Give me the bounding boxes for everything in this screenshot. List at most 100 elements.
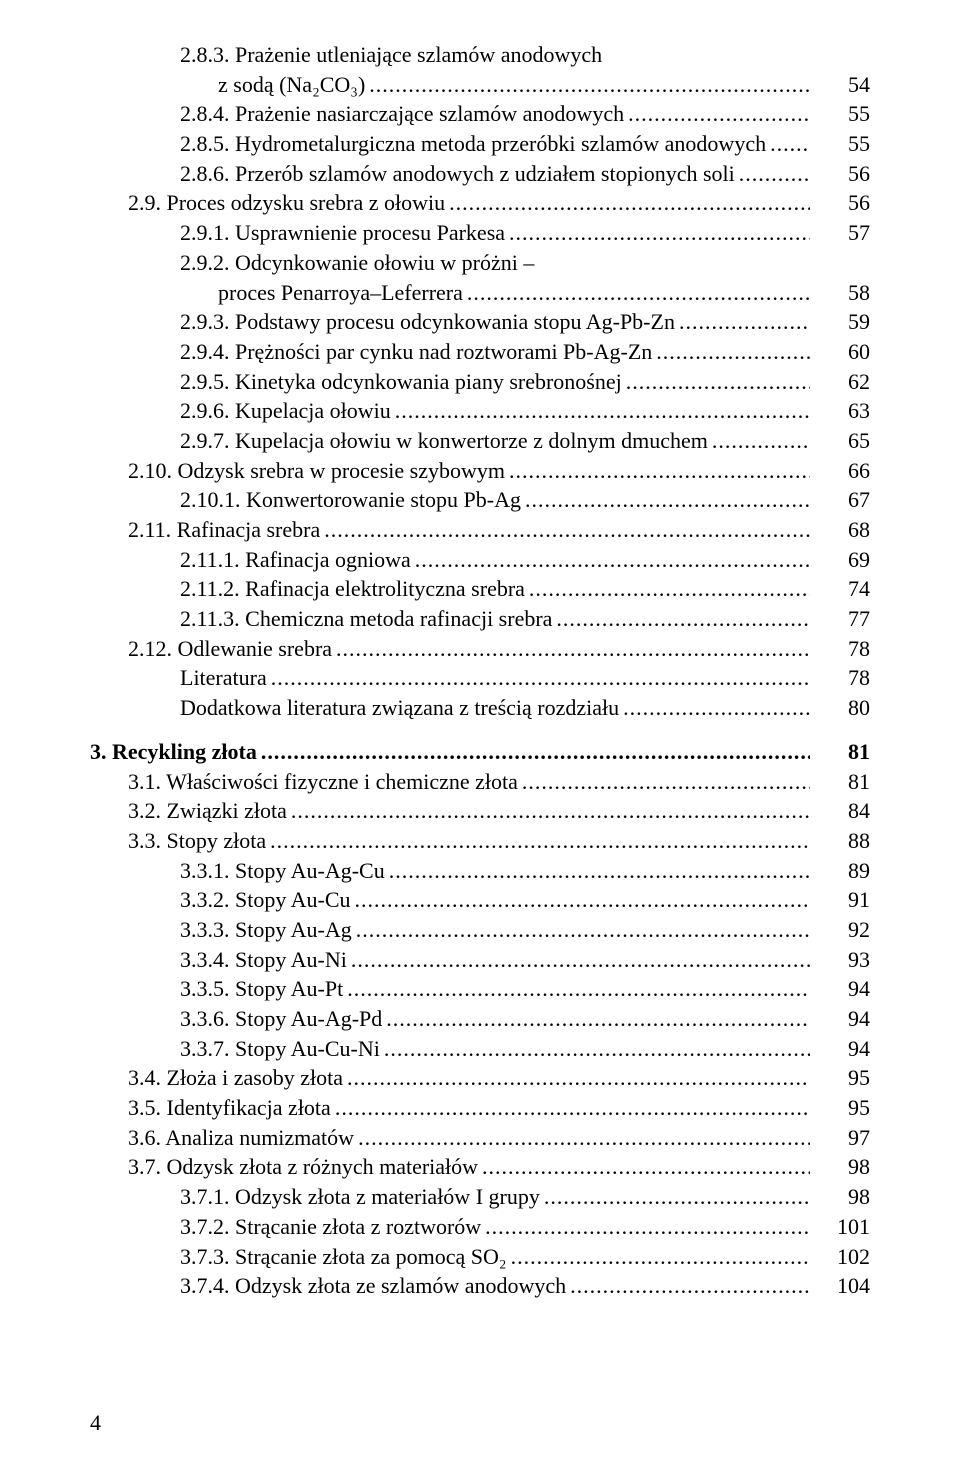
toc-entry-page: 97 xyxy=(814,1123,870,1153)
toc-entry-label: 3.7. Odzysk złota z różnych materiałów xyxy=(128,1152,478,1182)
toc-entry-label: 2.9.5. Kinetyka odcynkowania piany srebr… xyxy=(180,367,622,397)
toc-entry-label: 3.3.2. Stopy Au-Cu xyxy=(180,885,351,915)
toc-entry-label: 3.4. Złoża i zasoby złota xyxy=(128,1063,343,1093)
toc-page: 2.8.3. Prażenie utleniające szlamów anod… xyxy=(0,0,960,1472)
toc-entry-label: 3. Recykling złota xyxy=(90,737,257,767)
toc-leader-dots xyxy=(389,856,810,886)
toc-entry: 3.7.1. Odzysk złota z materiałów I grupy… xyxy=(90,1182,870,1212)
toc-entry-label: 3.5. Identyfikacja złota xyxy=(128,1093,331,1123)
toc-entry-label: 3.2. Związki złota xyxy=(128,796,287,826)
toc-entry-label: Literatura xyxy=(180,663,267,693)
toc-leader-dots xyxy=(679,307,810,337)
toc-leader-dots xyxy=(467,278,810,308)
toc-entry-label: 3.3. Stopy złota xyxy=(128,826,266,856)
toc-entry-label: 2.9.3. Podstawy procesu odcynkowania sto… xyxy=(180,307,675,337)
toc-leader-dots xyxy=(351,945,810,975)
toc-entry: 2.11.1. Rafinacja ogniowa69 xyxy=(90,545,870,575)
toc-entry-label: 3.3.5. Stopy Au-Pt xyxy=(180,974,343,1004)
toc-entry: 3.5. Identyfikacja złota95 xyxy=(90,1093,870,1123)
toc-leader-dots xyxy=(712,426,810,456)
toc-leader-dots xyxy=(522,767,810,797)
toc-entry-page: 54 xyxy=(814,70,870,100)
toc-entry-label: 3.7.3. Strącanie złota za pomocą SO₂ xyxy=(180,1242,507,1272)
toc-entry-page: 68 xyxy=(814,515,870,545)
toc-leader-dots xyxy=(770,129,810,159)
toc-entry-page: 101 xyxy=(814,1212,870,1242)
toc-leader-dots xyxy=(739,159,810,189)
toc-entry: 3.3.1. Stopy Au-Ag-Cu89 xyxy=(90,856,870,886)
toc-leader-dots xyxy=(336,634,810,664)
toc-entry-page: 59 xyxy=(814,307,870,337)
toc-entry-page: 93 xyxy=(814,945,870,975)
toc-entry: 3.3.6. Stopy Au-Ag-Pd94 xyxy=(90,1004,870,1034)
toc-entry-page: 81 xyxy=(814,767,870,797)
toc-entry-label: 2.8.4. Prażenie nasiarczające szlamów an… xyxy=(180,99,624,129)
toc-entry-label: 3.6. Analiza numizmatów xyxy=(128,1123,354,1153)
toc-entry-label: 2.11.3. Chemiczna metoda rafinacji srebr… xyxy=(180,604,552,634)
toc-entry: 2.10.1. Konwertorowanie stopu Pb-Ag67 xyxy=(90,485,870,515)
toc-entry-label: 2.9. Proces odzysku srebra z ołowiu xyxy=(128,188,445,218)
toc-entry: 2.9.6. Kupelacja ołowiu63 xyxy=(90,396,870,426)
toc-leader-dots xyxy=(355,885,810,915)
toc-entry: 2.9.7. Kupelacja ołowiu w konwertorze z … xyxy=(90,426,870,456)
toc-leader-dots xyxy=(544,1182,810,1212)
toc-leader-dots xyxy=(291,796,810,826)
section-spacer xyxy=(90,723,870,737)
toc-entry-page: 91 xyxy=(814,885,870,915)
toc-entry-page: 81 xyxy=(814,737,870,767)
toc-leader-dots xyxy=(628,99,810,129)
toc-entry-label: 3.3.4. Stopy Au-Ni xyxy=(180,945,347,975)
toc-entry-label: 2.8.6. Przerób szlamów anodowych z udzia… xyxy=(180,159,735,189)
toc-entry-page: 78 xyxy=(814,663,870,693)
toc-entry: 2.9.1. Usprawnienie procesu Parkesa 57 xyxy=(90,218,870,248)
toc-leader-dots xyxy=(271,663,810,693)
toc-leader-dots xyxy=(570,1271,810,1301)
toc-entry-label: 3.3.3. Stopy Au-Ag xyxy=(180,915,352,945)
toc-entry-label: 3.7.2. Strącanie złota z roztworów xyxy=(180,1212,481,1242)
toc-leader-dots xyxy=(556,604,810,634)
toc-entry: 2.11.3. Chemiczna metoda rafinacji srebr… xyxy=(90,604,870,634)
toc-entry-label: 2.9.4. Prężności par cynku nad roztworam… xyxy=(180,337,652,367)
toc-entry-page: 56 xyxy=(814,159,870,189)
toc-entry-page: 94 xyxy=(814,1034,870,1064)
toc-entry: 3.3.3. Stopy Au-Ag92 xyxy=(90,915,870,945)
toc-entry: 3.3.2. Stopy Au-Cu 91 xyxy=(90,885,870,915)
toc-entry: 2.10. Odzysk srebra w procesie szybowym6… xyxy=(90,456,870,486)
toc-entry-label: 2.9.7. Kupelacja ołowiu w konwertorze z … xyxy=(180,426,708,456)
toc-entry: 2.11.2. Rafinacja elektrolityczna srebra… xyxy=(90,574,870,604)
toc-leader-dots xyxy=(395,396,810,426)
toc-entry: 2.9.4. Prężności par cynku nad roztworam… xyxy=(90,337,870,367)
toc-leader-dots xyxy=(386,1004,810,1034)
toc-entry-label: 2.8.5. Hydrometalurgiczna metoda przerób… xyxy=(180,129,766,159)
toc-entry-page: 104 xyxy=(814,1271,870,1301)
toc-entry: 3. Recykling złota 81 xyxy=(90,737,870,767)
toc-leader-dots xyxy=(261,737,810,767)
toc-entry: 2.8.4. Prażenie nasiarczające szlamów an… xyxy=(90,99,870,129)
toc-entry-page: 57 xyxy=(814,218,870,248)
toc-entry: Dodatkowa literatura związana z treścią … xyxy=(90,693,870,723)
toc-entry-page: 98 xyxy=(814,1182,870,1212)
toc-leader-dots xyxy=(449,188,810,218)
toc-leader-dots xyxy=(358,1123,810,1153)
toc-entry-page: 74 xyxy=(814,574,870,604)
toc-entry-label: Dodatkowa literatura związana z treścią … xyxy=(180,693,619,723)
toc-entry-page: 84 xyxy=(814,796,870,826)
toc-entry-label: proces Penarroya–Leferrera xyxy=(218,278,463,308)
toc-entry-page: 95 xyxy=(814,1063,870,1093)
toc-entry: 3.3. Stopy złota88 xyxy=(90,826,870,856)
toc-leader-dots xyxy=(485,1212,810,1242)
toc-entry-page: 67 xyxy=(814,485,870,515)
toc-entry-label: 2.9.1. Usprawnienie procesu Parkesa xyxy=(180,218,505,248)
toc-entry: 2.11. Rafinacja srebra68 xyxy=(90,515,870,545)
toc-entry-page: 78 xyxy=(814,634,870,664)
toc-entry: 2.8.3. Prażenie utleniające szlamów anod… xyxy=(90,40,870,70)
toc-leader-dots xyxy=(529,574,810,604)
toc-leader-dots xyxy=(511,1242,810,1272)
toc-entry-label: 3.3.1. Stopy Au-Ag-Cu xyxy=(180,856,385,886)
toc-entry-page: 80 xyxy=(814,693,870,723)
toc-entry-page: 56 xyxy=(814,188,870,218)
toc-entry-label: 2.11.1. Rafinacja ogniowa xyxy=(180,545,411,575)
toc-entry-label: z sodą (Na₂CO₃) xyxy=(218,70,365,100)
toc-entry: Literatura 78 xyxy=(90,663,870,693)
toc-entry-page: 98 xyxy=(814,1152,870,1182)
